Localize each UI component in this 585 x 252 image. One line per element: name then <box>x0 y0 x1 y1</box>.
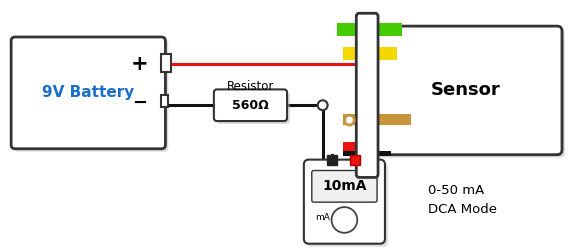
Circle shape <box>318 100 328 110</box>
Text: 9V Battery: 9V Battery <box>42 85 135 100</box>
Bar <box>343 142 359 153</box>
Text: 0-50 mA
DCA Mode: 0-50 mA DCA Mode <box>428 184 497 216</box>
Text: 560Ω: 560Ω <box>232 99 269 112</box>
FancyBboxPatch shape <box>370 26 562 155</box>
FancyBboxPatch shape <box>304 160 385 244</box>
Bar <box>161 95 168 107</box>
Bar <box>375 47 397 60</box>
Text: 10mA: 10mA <box>322 179 367 193</box>
Circle shape <box>332 207 357 233</box>
Bar <box>375 23 402 36</box>
Text: +: + <box>131 54 149 74</box>
FancyBboxPatch shape <box>11 37 166 149</box>
FancyBboxPatch shape <box>14 40 168 152</box>
FancyBboxPatch shape <box>373 29 565 158</box>
FancyBboxPatch shape <box>312 171 377 202</box>
Bar <box>350 155 360 165</box>
Circle shape <box>345 115 355 125</box>
FancyBboxPatch shape <box>217 92 290 124</box>
Text: −: − <box>132 94 147 112</box>
Bar <box>161 54 171 72</box>
Text: Resistor: Resistor <box>227 80 274 93</box>
Text: Sensor: Sensor <box>431 81 501 99</box>
Bar <box>338 23 359 36</box>
Bar <box>343 114 411 124</box>
Bar <box>343 151 391 156</box>
Bar <box>326 155 336 165</box>
Text: mA: mA <box>315 213 329 223</box>
Bar <box>343 47 359 60</box>
FancyBboxPatch shape <box>356 13 378 177</box>
FancyBboxPatch shape <box>214 89 287 121</box>
FancyBboxPatch shape <box>307 163 388 247</box>
